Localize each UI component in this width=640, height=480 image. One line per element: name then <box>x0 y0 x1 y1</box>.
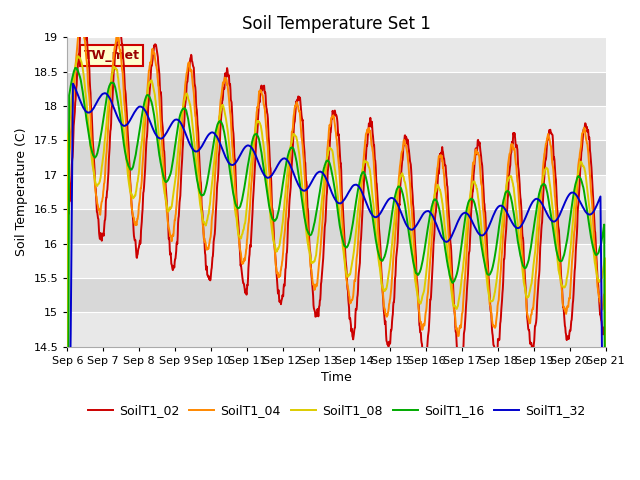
SoilT1_16 <box>538 182 546 188</box>
SoilT1_08 <box>538 181 546 187</box>
Bar <box>67 106 605 141</box>
SoilT1_32 <box>170 118 178 123</box>
Line: SoilT1_32: SoilT1_32 <box>67 84 605 360</box>
SoilT1_04 <box>184 67 191 72</box>
SoilT1_02 <box>244 282 252 288</box>
SoilT1_04 <box>538 181 546 187</box>
Y-axis label: Soil Temperature (C): Soil Temperature (C) <box>15 128 28 256</box>
SoilT1_16 <box>170 148 178 154</box>
SoilT1_16 <box>184 113 191 119</box>
SoilT1_04 <box>244 230 252 236</box>
SoilT1_16 <box>602 358 609 363</box>
Bar <box>67 37 605 72</box>
SoilT1_04 <box>77 20 85 26</box>
SoilT1_32 <box>184 135 191 141</box>
SoilT1_16 <box>63 358 71 363</box>
SoilT1_02 <box>81 14 88 20</box>
SoilT1_32 <box>602 358 609 363</box>
SoilT1_02 <box>170 264 178 270</box>
SoilT1_16 <box>491 254 499 260</box>
SoilT1_04 <box>602 358 609 363</box>
SoilT1_02 <box>420 351 428 357</box>
Bar <box>67 141 605 175</box>
SoilT1_32 <box>538 201 546 207</box>
SoilT1_02 <box>602 325 609 331</box>
SoilT1_32 <box>420 210 428 216</box>
Bar <box>67 175 605 209</box>
SoilT1_08 <box>184 92 191 98</box>
X-axis label: Time: Time <box>321 372 352 384</box>
Line: SoilT1_16: SoilT1_16 <box>67 68 605 360</box>
SoilT1_08 <box>63 358 71 363</box>
SoilT1_02 <box>491 352 499 358</box>
SoilT1_08 <box>602 358 609 363</box>
SoilT1_08 <box>74 53 82 59</box>
SoilT1_08 <box>420 287 428 293</box>
SoilT1_16 <box>71 65 79 71</box>
SoilT1_04 <box>420 323 428 328</box>
Bar <box>67 72 605 106</box>
SoilT1_08 <box>170 184 178 190</box>
Line: SoilT1_04: SoilT1_04 <box>67 23 605 360</box>
SoilT1_16 <box>244 164 252 169</box>
Title: Soil Temperature Set 1: Soil Temperature Set 1 <box>242 15 431 33</box>
Legend: SoilT1_02, SoilT1_04, SoilT1_08, SoilT1_16, SoilT1_32: SoilT1_02, SoilT1_04, SoilT1_08, SoilT1_… <box>83 399 591 422</box>
SoilT1_02 <box>63 358 71 363</box>
SoilT1_04 <box>63 358 71 363</box>
Bar <box>67 209 605 243</box>
SoilT1_32 <box>69 81 77 86</box>
SoilT1_32 <box>63 358 71 363</box>
Text: TW_met: TW_met <box>83 49 140 62</box>
SoilT1_08 <box>244 195 252 201</box>
SoilT1_02 <box>184 79 191 84</box>
Bar <box>67 243 605 278</box>
SoilT1_02 <box>538 219 546 225</box>
Line: SoilT1_08: SoilT1_08 <box>67 56 605 360</box>
SoilT1_04 <box>491 324 499 329</box>
SoilT1_32 <box>491 210 499 216</box>
SoilT1_04 <box>170 221 178 227</box>
SoilT1_08 <box>491 290 499 296</box>
SoilT1_32 <box>244 143 252 148</box>
Line: SoilT1_02: SoilT1_02 <box>67 17 605 360</box>
SoilT1_16 <box>420 249 428 255</box>
Bar <box>67 278 605 312</box>
Bar <box>67 312 605 347</box>
